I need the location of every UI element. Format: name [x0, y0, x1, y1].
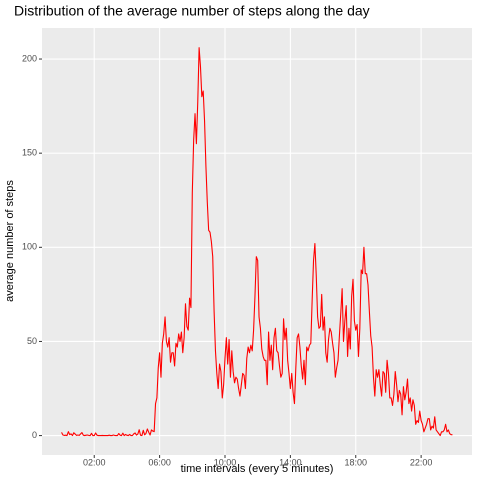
grid — [42, 28, 472, 455]
chart-title: Distribution of the average number of st… — [14, 3, 370, 19]
x-tick-label: 18:00 — [344, 457, 367, 467]
y-tick-label: 0 — [32, 430, 37, 440]
x-tick-label: 06:00 — [148, 457, 171, 467]
marks — [61, 47, 453, 437]
y-tick-label: 150 — [22, 148, 37, 158]
y-axis-title: average number of steps — [4, 180, 16, 302]
data-line — [61, 47, 453, 437]
x-tick-label: 14:00 — [279, 457, 302, 467]
y-tick-label: 100 — [22, 242, 37, 252]
x-tick-label: 10:00 — [214, 457, 237, 467]
y-tick-label: 200 — [22, 53, 37, 63]
x-axis-title: time intervals (every 5 minutes) — [181, 463, 334, 475]
x-tick-label: 02:00 — [83, 457, 106, 467]
y-tick-label: 50 — [27, 336, 37, 346]
x-tick-label: 22:00 — [410, 457, 433, 467]
plot-panel — [42, 28, 472, 455]
